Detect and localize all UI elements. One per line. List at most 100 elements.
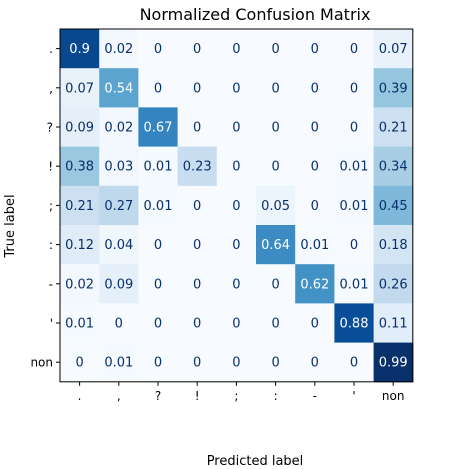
heatmap-cell <box>138 68 179 108</box>
heatmap-cell <box>138 303 179 344</box>
heatmap-cell <box>256 68 296 108</box>
heatmap-cell <box>99 264 139 304</box>
cell-value-label: 0 <box>154 238 162 253</box>
cell-value-label: 0.05 <box>261 199 290 214</box>
cell-value-label: 0.26 <box>379 277 408 292</box>
cell-value-label: 0 <box>193 317 201 332</box>
cell-value-label: 0 <box>350 356 358 371</box>
cell-value-label: 0.62 <box>300 277 329 292</box>
cell-value-label: 0.03 <box>104 160 133 175</box>
cell-value-label: 0 <box>232 81 240 96</box>
heatmap-cell <box>99 68 139 108</box>
y-tick-label: non <box>30 356 53 370</box>
cell-values: 0.9 0.02 0 0 0 0 0 0 0.07 0.07 0.54 0 0 0 0 0 0 0.39 0.09 0… <box>65 42 408 371</box>
heatmap-cell <box>177 303 218 344</box>
cell-value-label: 0.02 <box>65 277 94 292</box>
heatmap-cell <box>334 107 375 148</box>
heatmap-cell <box>295 29 335 69</box>
heatmap-cell <box>334 264 375 304</box>
cell-value-label: 0 <box>154 42 162 57</box>
y-tick-label: - <box>49 277 53 291</box>
heatmap-cell <box>138 185 179 226</box>
cell-value-label: 0.27 <box>104 199 133 214</box>
cell-value-label: 0.01 <box>104 356 133 371</box>
x-tick-label: . <box>78 389 82 403</box>
heatmap-cell <box>99 29 139 69</box>
heatmap-cell <box>295 264 335 304</box>
cell-value-label: 0.01 <box>340 277 369 292</box>
heatmap-cell <box>256 342 296 383</box>
heatmap-cell <box>99 146 139 187</box>
heatmap-cell <box>177 107 218 148</box>
cell-value-label: 0.01 <box>65 317 94 332</box>
cell-value-label: 0 <box>350 42 358 57</box>
heatmap-cell <box>256 29 296 69</box>
heatmap-cell <box>216 264 257 304</box>
heatmap-cell <box>177 225 218 265</box>
heatmap-cell <box>138 29 179 69</box>
heatmap-cell <box>256 303 296 344</box>
heatmap-cell <box>177 264 218 304</box>
x-tick-label: - <box>313 389 317 403</box>
x-tick-label: ; <box>234 389 238 403</box>
cell-value-label: 0.01 <box>300 238 329 253</box>
cell-value-label: 0 <box>311 81 319 96</box>
heatmap-cell <box>295 225 335 265</box>
heatmap-cell <box>60 225 100 265</box>
cell-value-label: 0 <box>232 199 240 214</box>
cell-value-label: 0.02 <box>104 121 133 136</box>
heatmap-cell <box>334 303 375 344</box>
heatmap-cell <box>60 303 100 344</box>
cell-value-label: 0.54 <box>104 81 133 96</box>
cell-value-label: 0 <box>75 356 83 371</box>
heatmap-cell <box>99 185 139 226</box>
cell-value-label: 0.09 <box>104 277 133 292</box>
y-tick-label: ! <box>48 160 53 174</box>
cell-value-label: 0.23 <box>183 160 212 175</box>
heatmap-cell <box>373 264 414 304</box>
cell-value-label: 0.9 <box>69 42 90 57</box>
cell-value-label: 0.21 <box>379 121 408 136</box>
cell-value-label: 0.07 <box>65 81 94 96</box>
heatmap-cell <box>373 225 414 265</box>
cell-value-label: 0 <box>271 121 279 136</box>
x-tick-label: : <box>274 389 278 403</box>
heatmap-cell <box>295 68 335 108</box>
y-tick-label: , <box>49 81 53 95</box>
y-tick-label: : <box>49 238 53 252</box>
heatmap-cell <box>177 146 218 187</box>
heatmap-cell <box>216 303 257 344</box>
cell-value-label: 0 <box>232 356 240 371</box>
cell-value-label: 0 <box>193 42 201 57</box>
cell-value-label: 0.45 <box>379 199 408 214</box>
y-axis-label: True label <box>3 194 18 258</box>
cell-value-label: 0.01 <box>144 199 173 214</box>
heatmap-cell <box>138 225 179 265</box>
heatmap-cell <box>256 185 296 226</box>
heatmap-cell <box>256 146 296 187</box>
heatmap-cell <box>256 264 296 304</box>
x-tick-label: , <box>117 389 121 403</box>
cell-value-label: 0.34 <box>379 160 408 175</box>
heatmap-cell <box>295 146 335 187</box>
cell-value-label: 0 <box>154 81 162 96</box>
heatmap-cell <box>334 29 375 69</box>
cell-value-label: 0.09 <box>65 121 94 136</box>
cell-value-label: 0.67 <box>144 121 173 136</box>
cell-value-label: 0 <box>350 238 358 253</box>
x-tick-label: ! <box>195 389 200 403</box>
heatmap-cell <box>295 107 335 148</box>
heatmap-cell <box>177 68 218 108</box>
cell-value-label: 0.18 <box>379 238 408 253</box>
cell-value-label: 0.88 <box>340 317 369 332</box>
heatmap-cell <box>295 303 335 344</box>
heatmap-cell <box>99 225 139 265</box>
heatmap-cells <box>60 29 414 383</box>
cell-value-label: 0 <box>350 81 358 96</box>
heatmap-cell <box>216 107 257 148</box>
heatmap-cell <box>177 342 218 383</box>
heatmap-cell <box>99 107 139 148</box>
heatmap-cell <box>216 29 257 69</box>
